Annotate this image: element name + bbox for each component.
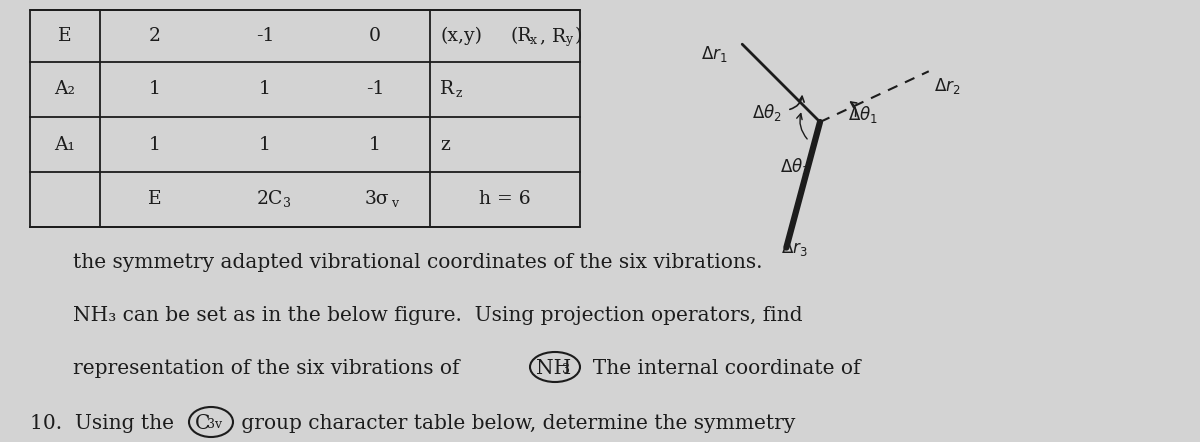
Text: ): ) (575, 27, 582, 45)
Text: A₁: A₁ (54, 136, 76, 153)
Text: $\Delta r_1$: $\Delta r_1$ (701, 44, 727, 64)
Text: , R: , R (540, 27, 566, 45)
Text: 10.  Using the: 10. Using the (30, 414, 180, 433)
Text: 1: 1 (370, 136, 380, 153)
Text: 2C: 2C (257, 191, 283, 209)
Text: representation of the six vibrations of: representation of the six vibrations of (73, 359, 466, 378)
Text: $\Delta\theta_3$: $\Delta\theta_3$ (780, 156, 810, 177)
Text: 1: 1 (149, 80, 161, 99)
Text: 0: 0 (370, 27, 382, 45)
Text: 1: 1 (149, 136, 161, 153)
Text: The internal coordinate of: The internal coordinate of (580, 359, 860, 378)
Text: 3: 3 (562, 363, 570, 376)
Text: E: E (58, 27, 72, 45)
Text: v: v (391, 197, 398, 210)
Text: -1: -1 (366, 80, 384, 99)
Text: group character table below, determine the symmetry: group character table below, determine t… (235, 414, 796, 433)
Text: 1: 1 (259, 80, 271, 99)
Text: 3v: 3v (208, 418, 222, 431)
Text: $\Delta\theta_1$: $\Delta\theta_1$ (848, 104, 878, 125)
Text: E: E (148, 191, 162, 209)
Text: -1: -1 (256, 27, 274, 45)
Text: NH: NH (536, 359, 571, 378)
Text: z: z (456, 87, 462, 100)
Text: the symmetry adapted vibrational coordinates of the six vibrations.: the symmetry adapted vibrational coordin… (73, 253, 762, 272)
Text: y: y (565, 34, 572, 46)
Text: (x,y): (x,y) (440, 27, 482, 45)
Text: C: C (194, 414, 210, 433)
Text: R: R (440, 80, 454, 99)
Text: (R: (R (510, 27, 532, 45)
Text: NH₃ can be set as in the below figure.  Using projection operators, find: NH₃ can be set as in the below figure. U… (73, 306, 803, 325)
Text: 2: 2 (149, 27, 161, 45)
Text: $\Delta\theta_2$: $\Delta\theta_2$ (752, 102, 782, 123)
Text: z: z (440, 136, 450, 153)
Text: 3: 3 (283, 197, 292, 210)
Text: $\Delta r_2$: $\Delta r_2$ (934, 76, 960, 96)
Text: 3σ: 3σ (365, 191, 390, 209)
Text: x: x (530, 34, 538, 46)
Text: h = 6: h = 6 (479, 191, 530, 209)
Text: A₂: A₂ (54, 80, 76, 99)
Text: 1: 1 (259, 136, 271, 153)
Text: $\Delta r_3$: $\Delta r_3$ (781, 237, 808, 258)
